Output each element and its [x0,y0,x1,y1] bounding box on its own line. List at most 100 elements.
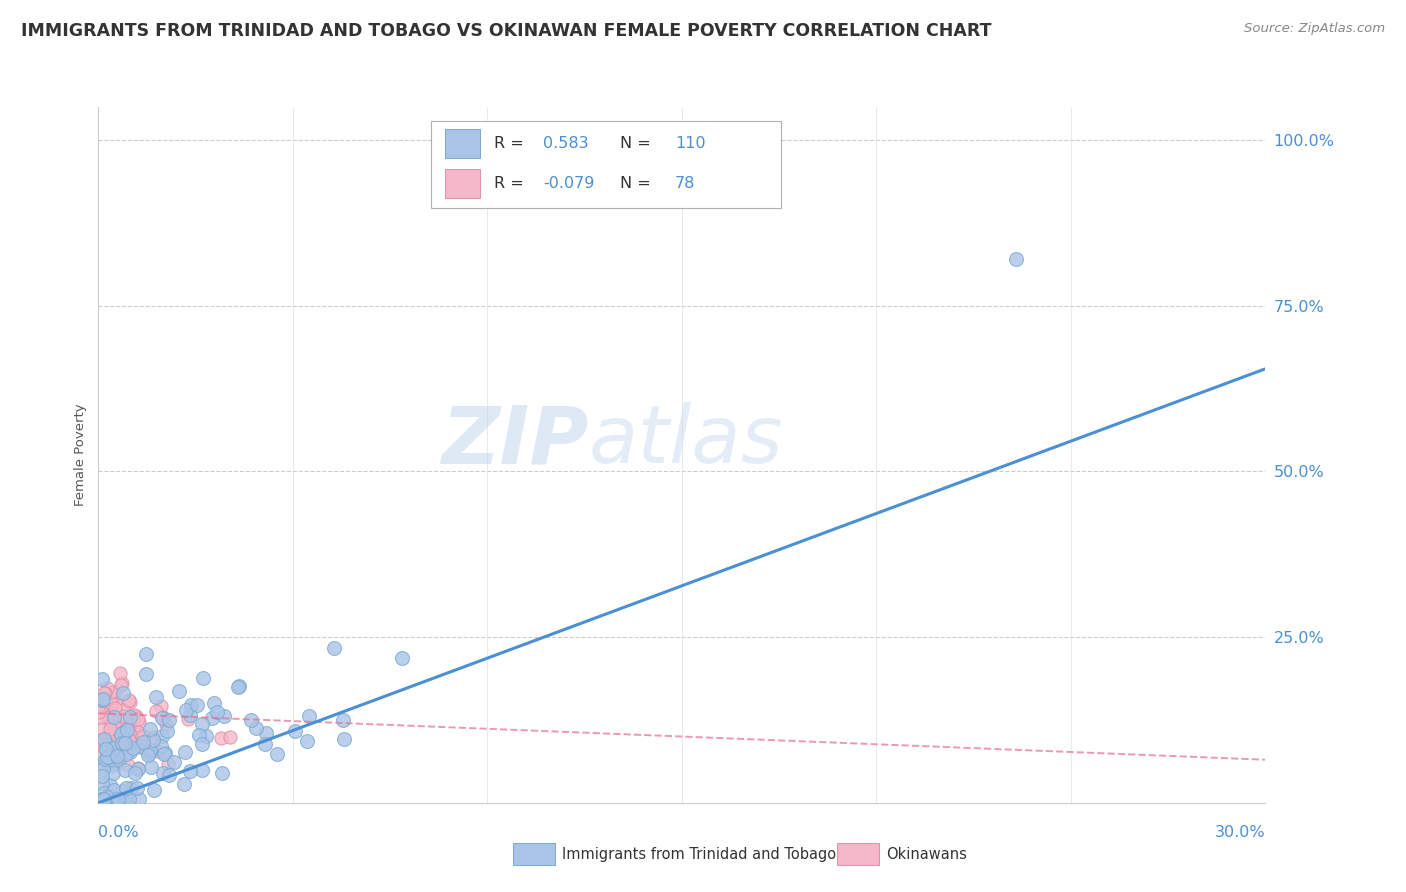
Text: 78: 78 [675,177,696,191]
Point [94,752,117,766]
Point [118,710,141,724]
Point [146,744,169,758]
Point [91,792,114,806]
Point [202,696,225,710]
Point [91,757,114,772]
Point [93,740,115,755]
Point [96,742,118,756]
Point [117,694,139,708]
Point [122,741,145,756]
Point [96,693,118,707]
Point [91,762,114,776]
Point [93,686,115,700]
Point [157,756,180,771]
Point [115,723,138,738]
Point [209,731,232,745]
Point [120,746,142,760]
Point [150,699,173,714]
Point [132,730,155,744]
Point [117,758,139,772]
Point [89,700,111,714]
Text: R =: R = [494,177,529,191]
Point [142,730,165,744]
Point [100,697,122,711]
Text: -0.079: -0.079 [543,177,595,191]
Point [219,730,242,744]
Point [256,726,278,740]
Point [118,725,141,739]
Point [104,717,127,731]
Point [124,721,146,735]
Point [139,742,162,756]
Point [110,678,132,692]
Point [118,732,141,747]
Point [127,780,149,795]
Point [128,732,150,747]
Point [127,762,149,776]
Point [114,724,136,739]
Point [186,698,208,712]
Point [96,681,118,695]
Point [115,747,138,761]
Point [153,747,176,762]
Point [191,671,214,685]
Text: Okinawans: Okinawans [886,847,967,862]
Point [129,739,152,753]
Point [110,726,132,740]
Point [101,766,124,780]
Point [104,747,127,762]
Point [108,745,131,759]
Point [177,713,200,727]
Point [111,703,134,717]
Point [110,736,132,750]
Point [127,760,149,774]
Point [173,745,195,759]
Text: 0.583: 0.583 [543,136,589,152]
Point [191,716,214,731]
Point [100,685,122,699]
Point [112,708,135,723]
Text: 0.0%: 0.0% [98,825,139,840]
Point [101,739,124,753]
Text: 30.0%: 30.0% [1215,825,1265,840]
Point [153,746,176,760]
Point [159,768,181,782]
Text: IMMIGRANTS FROM TRINIDAD AND TOBAGO VS OKINAWAN FEMALE POVERTY CORRELATION CHART: IMMIGRANTS FROM TRINIDAD AND TOBAGO VS O… [21,22,991,40]
Point [96,749,118,764]
Text: N =: N = [620,177,657,191]
Point [91,693,114,707]
Point [128,792,150,806]
Point [94,792,117,806]
Point [226,680,249,694]
Point [195,729,218,743]
Point [284,724,307,739]
Point [391,650,413,665]
Point [128,714,150,729]
Point [139,723,162,737]
Point [115,739,138,754]
Point [114,792,136,806]
Point [240,714,263,728]
Text: Source: ZipAtlas.com: Source: ZipAtlas.com [1244,22,1385,36]
Point [190,763,212,777]
Point [93,731,115,746]
Point [97,733,120,747]
Point [91,692,114,706]
Point [118,792,141,806]
Point [111,783,134,797]
Text: ZIP: ZIP [441,402,589,480]
Point [101,757,124,772]
Point [179,764,201,778]
Point [103,723,125,738]
Point [111,714,134,729]
Point [104,714,127,728]
Point [115,715,138,730]
Text: atlas: atlas [589,402,783,480]
Point [179,707,201,722]
Point [1005,252,1028,267]
Point [96,744,118,758]
Point [100,747,122,762]
Point [124,766,146,780]
Point [93,786,115,800]
Point [98,716,121,731]
